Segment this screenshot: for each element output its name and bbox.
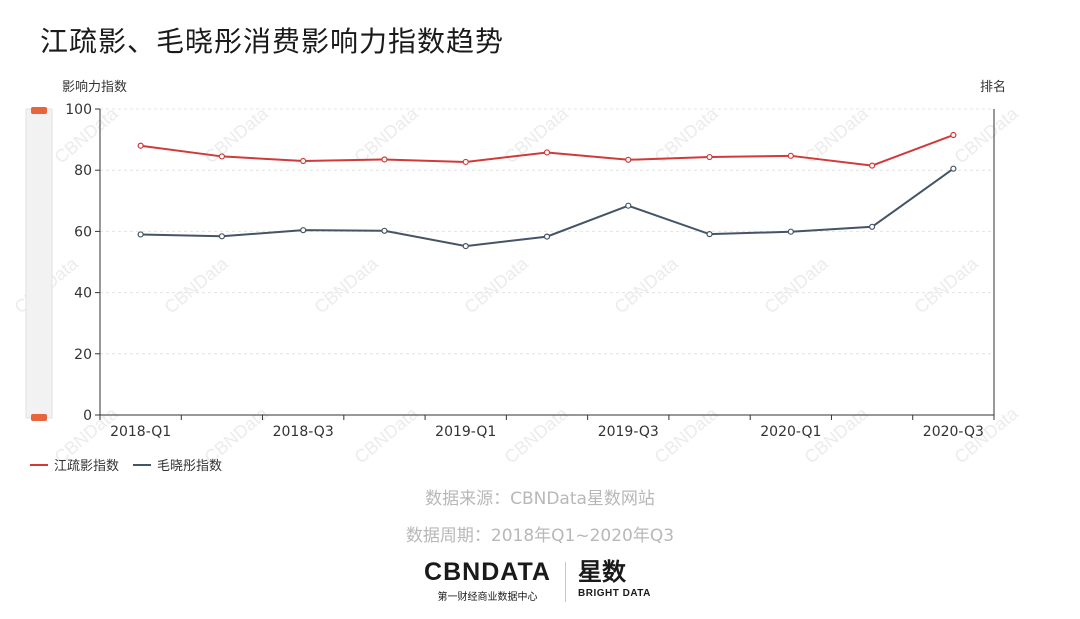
data-point-series-2 xyxy=(950,165,957,172)
y-tick-label: 60 xyxy=(74,224,92,240)
legend-swatch-series-1 xyxy=(30,463,48,466)
data-point-series-1 xyxy=(137,142,144,149)
brightdata-logo-text: 星数 xyxy=(578,558,626,586)
watermark-text: CBNData xyxy=(351,403,423,468)
watermark-text: CBNData xyxy=(911,253,983,318)
watermark-text: CBNData xyxy=(651,403,723,468)
x-tick-label: 2019-Q1 xyxy=(435,424,496,440)
watermark-text: CBNData xyxy=(461,253,533,318)
zoom-slider-handle-top xyxy=(31,107,47,114)
x-tick-label: 2020-Q3 xyxy=(923,424,984,440)
y-axis-title: 影响力指数 xyxy=(62,80,128,95)
data-period-note: 数据周期：2018年Q1~2020年Q3 xyxy=(405,526,675,546)
data-point-series-1 xyxy=(218,153,226,160)
data-point-series-1 xyxy=(868,162,876,169)
x-tick-label: 2018-Q1 xyxy=(110,424,171,440)
data-point-series-1 xyxy=(950,131,957,139)
brand-logos: CBNDATA 第一财经商业数据中心 星数 BRIGHT DATA xyxy=(420,558,660,608)
data-point-series-2 xyxy=(625,202,632,209)
logo-divider xyxy=(565,562,566,602)
data-point-series-1 xyxy=(706,153,713,161)
data-point-series-1 xyxy=(300,157,307,165)
legend-item-series-2[interactable]: 毛晓彤指数 xyxy=(133,455,222,474)
brightdata-logo: 星数 BRIGHT DATA xyxy=(578,558,651,599)
legend-item-series-1[interactable]: 江疏影指数 xyxy=(30,455,119,474)
y-tick-label: 0 xyxy=(83,408,92,424)
zoom-slider-handle-bottom xyxy=(31,414,47,421)
y-tick-label: 100 xyxy=(65,102,92,118)
data-point-series-2 xyxy=(868,223,876,230)
watermark-text: CBNData xyxy=(501,403,573,468)
y-tick-label: 80 xyxy=(74,163,92,179)
cbndata-logo: CBNDATA 第一财经商业数据中心 xyxy=(420,558,555,603)
cbndata-logo-text: CBNDATA xyxy=(424,558,551,586)
x-tick-label: 2019-Q3 xyxy=(598,424,659,440)
watermark-text: CBNData xyxy=(161,253,233,318)
data-point-series-1 xyxy=(787,152,794,159)
data-point-series-2 xyxy=(462,242,469,250)
y-tick-label: 40 xyxy=(74,286,92,302)
chart-panel xyxy=(0,70,1080,490)
data-point-series-2 xyxy=(787,228,794,235)
y2-axis-title: 排名 xyxy=(980,80,1007,95)
watermark-text: CBNData xyxy=(611,253,683,318)
data-point-series-1 xyxy=(625,156,632,163)
legend-label-series-2: 毛晓彤指数 xyxy=(157,459,223,474)
data-point-series-2 xyxy=(381,227,388,234)
data-point-series-2 xyxy=(300,227,307,234)
cbndata-logo-subtitle: 第一财经商业数据中心 xyxy=(437,592,538,603)
legend: 江疏影指数 毛晓彤指数 xyxy=(30,455,222,474)
data-point-series-2 xyxy=(137,231,144,238)
data-point-series-2 xyxy=(706,231,713,238)
legend-swatch-series-2 xyxy=(133,463,152,466)
data-point-series-2 xyxy=(218,233,226,240)
brightdata-logo-subtitle: BRIGHT DATA xyxy=(578,588,651,599)
x-tick-label: 2020-Q1 xyxy=(760,424,821,440)
data-point-series-1 xyxy=(381,156,388,163)
watermark-text: CBNData xyxy=(951,103,1023,168)
page-title: 江疏影、毛晓彤消费影响力指数趋势 xyxy=(40,25,505,58)
legend-label-series-1: 江疏影指数 xyxy=(54,459,120,474)
data-point-series-2 xyxy=(543,233,551,240)
watermark-text: CBNData xyxy=(501,103,573,168)
y-tick-label: 20 xyxy=(74,347,92,363)
watermark-text: CBNData xyxy=(761,253,833,318)
zoom-slider-track xyxy=(25,108,53,419)
watermark-text: CBNData xyxy=(311,253,383,318)
data-source-note: 数据来源：CBNData星数网站 xyxy=(425,489,655,509)
x-tick-label: 2018-Q3 xyxy=(273,424,334,440)
data-point-series-1 xyxy=(462,158,469,166)
data-point-series-1 xyxy=(543,149,551,156)
